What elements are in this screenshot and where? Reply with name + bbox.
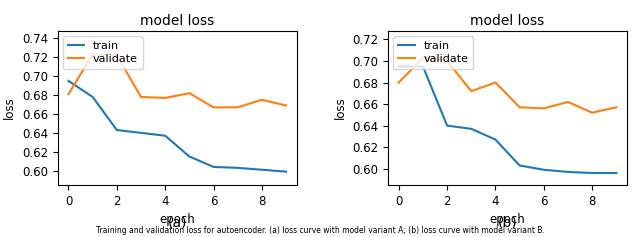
Text: Training and validation loss for autoencoder. (a) loss curve with model variant : Training and validation loss for autoenc… — [95, 226, 545, 235]
validate — [113, 54, 121, 57]
Title: model loss: model loss — [470, 14, 545, 28]
validate — [467, 90, 475, 93]
validate — [516, 106, 524, 109]
train — [113, 129, 121, 132]
train — [588, 172, 596, 174]
validate — [540, 107, 548, 110]
train — [234, 166, 241, 169]
X-axis label: epoch: epoch — [159, 213, 195, 226]
validate — [186, 92, 193, 95]
validate — [234, 106, 241, 109]
Line: validate: validate — [399, 58, 616, 113]
validate — [588, 111, 596, 114]
Y-axis label: loss: loss — [3, 96, 16, 119]
train — [516, 164, 524, 167]
train — [258, 168, 266, 171]
validate — [258, 98, 266, 101]
Title: model loss: model loss — [140, 14, 214, 28]
validate — [564, 100, 572, 103]
train — [161, 134, 169, 137]
validate — [612, 106, 620, 109]
validate — [492, 81, 499, 84]
validate — [395, 81, 403, 84]
validate — [444, 59, 451, 62]
Line: validate: validate — [68, 55, 286, 107]
train — [210, 165, 218, 168]
train — [467, 128, 475, 130]
train — [186, 155, 193, 158]
train — [564, 170, 572, 173]
train — [137, 132, 145, 134]
X-axis label: epoch: epoch — [490, 213, 525, 226]
train — [612, 172, 620, 174]
Legend: train, validate: train, validate — [63, 36, 143, 69]
validate — [419, 56, 427, 59]
Y-axis label: loss: loss — [333, 96, 346, 119]
validate — [137, 96, 145, 98]
validate — [210, 106, 218, 109]
validate — [89, 53, 97, 56]
Line: train: train — [68, 81, 286, 172]
validate — [161, 96, 169, 99]
train — [492, 138, 499, 141]
train — [65, 79, 72, 82]
train — [444, 124, 451, 127]
validate — [282, 104, 290, 107]
Text: (a): (a) — [168, 216, 187, 230]
train — [89, 96, 97, 98]
train — [395, 65, 403, 68]
train — [540, 168, 548, 171]
train — [282, 170, 290, 173]
validate — [65, 93, 72, 96]
train — [419, 65, 427, 68]
Legend: train, validate: train, validate — [394, 36, 473, 69]
Line: train: train — [399, 66, 616, 173]
Text: (b): (b) — [498, 216, 517, 230]
